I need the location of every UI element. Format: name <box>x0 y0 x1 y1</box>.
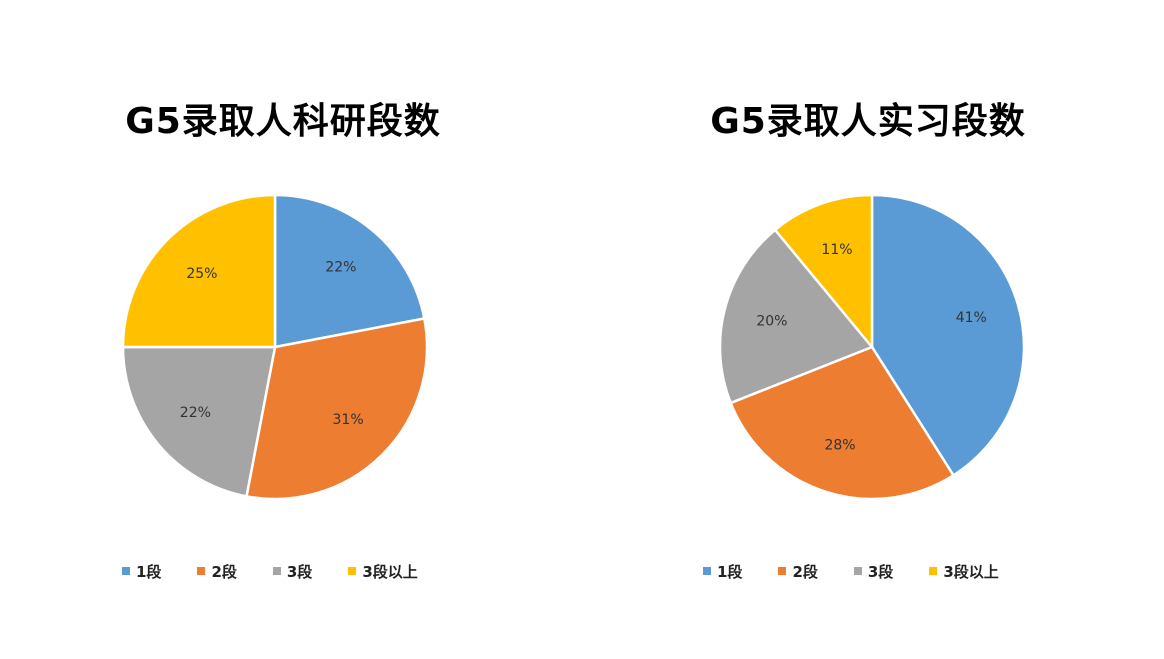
legend-swatch <box>272 567 281 575</box>
legend-item-2duan: 2段 <box>197 561 237 582</box>
slice-label-2: 31% <box>333 412 364 428</box>
legend-swatch <box>197 567 206 575</box>
legend-item-2duan: 2段 <box>778 561 818 582</box>
legend-item-3duan: 3段 <box>272 561 313 582</box>
legend-swatch <box>929 567 938 575</box>
legend-item-1duan: 1段 <box>122 561 161 582</box>
slice-label-2: 28% <box>824 437 855 453</box>
legend-label: 1段 <box>717 562 743 581</box>
slice-label-4: 11% <box>821 242 852 258</box>
legend: 1段 2段 3段 3段以上 <box>122 560 454 582</box>
pie-slice-4 <box>773 193 874 351</box>
legend-label: 1段 <box>136 562 162 581</box>
legend-swatch <box>703 567 711 575</box>
pie-slice-3 <box>121 345 277 498</box>
legend-swatch <box>853 567 862 575</box>
legend-swatch <box>348 567 357 575</box>
chart-internship: G5录取人实习段数 41% 28% 20% 11% 1段 2段 3段 3段以上 <box>582 0 1164 659</box>
chart-title: G5录取人实习段数 <box>710 101 1026 142</box>
chart-research: G5录取人科研段数 22% 31% 22% 25% 1段 2段 3段 3段以上 <box>121 101 454 582</box>
legend-label: 2段 <box>792 562 818 581</box>
legend-label: 3段以上 <box>943 562 999 581</box>
legend: 1段 2段 3段 3段以上 <box>703 560 1035 582</box>
legend-label: 3段 <box>286 562 313 581</box>
legend-label: 2段 <box>211 562 237 581</box>
pie-slice-2 <box>245 317 429 501</box>
legend-item-1duan: 1段 <box>703 561 742 582</box>
pie-chart-internship: 41% 28% 20% 11% <box>718 193 1026 501</box>
pie-slice-2 <box>729 345 956 501</box>
slice-label-1: 41% <box>956 310 987 326</box>
legend-swatch <box>778 567 787 575</box>
legend-item-3duan-plus: 3段以上 <box>929 561 999 582</box>
pie-slice-3 <box>718 228 875 405</box>
pie-slice-1 <box>273 193 426 349</box>
slice-label-1: 22% <box>325 259 356 275</box>
legend-swatch <box>122 567 130 575</box>
pie-slice-4 <box>121 193 277 349</box>
slice-label-3: 20% <box>756 313 787 329</box>
legend-item-3duan: 3段 <box>853 561 894 582</box>
slice-label-4: 25% <box>186 266 217 282</box>
pie-chart-research: 22% 31% 22% 25% <box>121 193 429 501</box>
legend-label: 3段以上 <box>362 562 418 581</box>
legend-item-3duan-plus: 3段以上 <box>348 561 418 582</box>
chart-title: G5录取人科研段数 <box>125 101 441 142</box>
legend-label: 3段 <box>867 562 894 581</box>
slice-label-3: 22% <box>180 405 211 421</box>
